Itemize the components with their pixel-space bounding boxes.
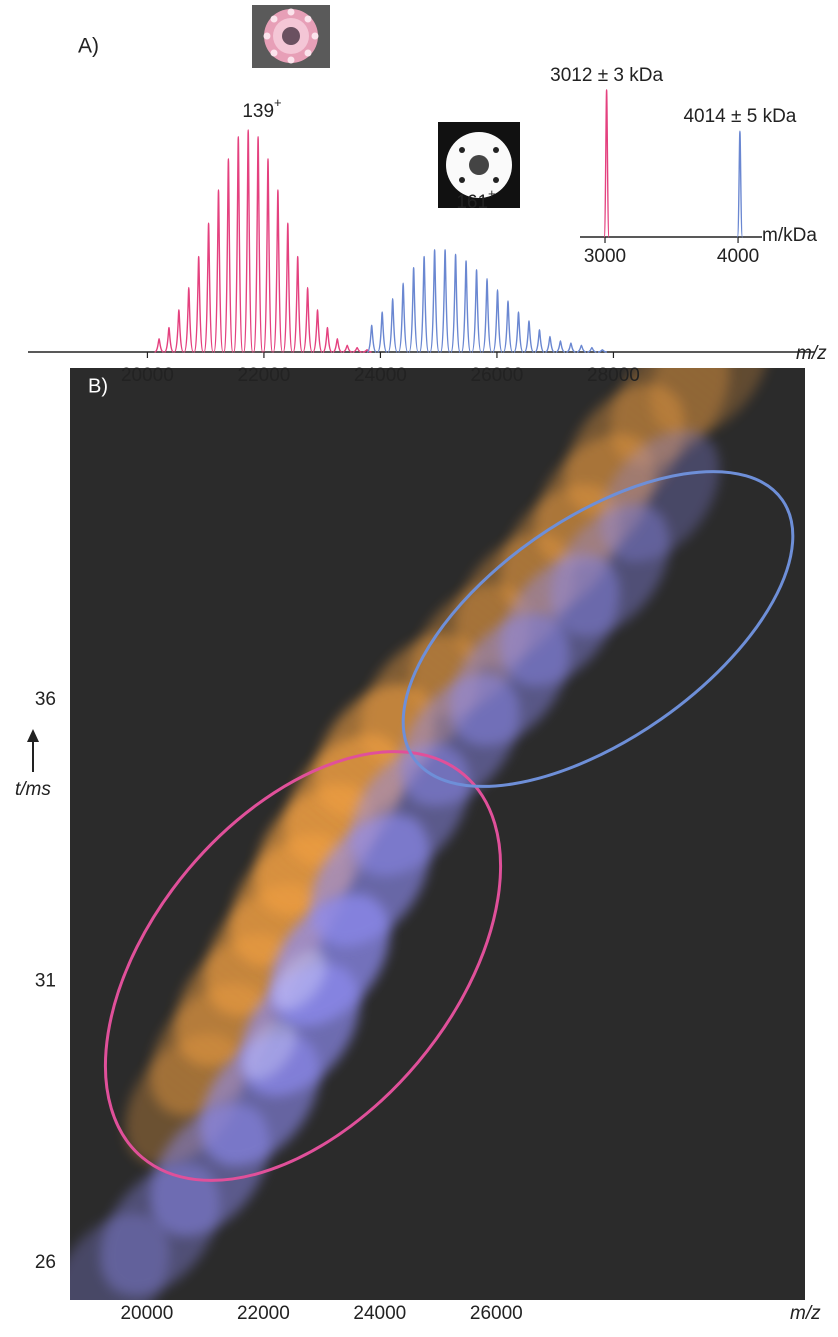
- y-tick-label: 26: [35, 1252, 56, 1273]
- peak: [154, 337, 164, 353]
- x-axis-label: m/z: [796, 343, 827, 364]
- peak: [262, 158, 274, 353]
- peak: [545, 335, 555, 353]
- peak: [342, 344, 352, 353]
- x-tick-label: 26000: [471, 365, 524, 386]
- peak: [429, 249, 440, 353]
- charge-annotation: 161+: [456, 186, 495, 213]
- peak: [203, 222, 214, 353]
- intensity-cell: [650, 368, 770, 437]
- axis-arrow: [27, 729, 39, 772]
- peak: [523, 320, 535, 353]
- capsid-icon: [438, 122, 520, 208]
- peak-label: 4014 ± 5 kDa: [683, 106, 796, 127]
- charge-sign: +: [488, 186, 496, 201]
- peak: [513, 311, 524, 353]
- peak: [183, 286, 194, 353]
- peak: [352, 346, 362, 353]
- peak: [576, 344, 587, 353]
- peak: [322, 326, 333, 353]
- peak: [332, 337, 343, 353]
- charge-annotation: 139+: [242, 95, 281, 122]
- peak: [408, 266, 419, 353]
- x-tick-label: 4000: [717, 246, 759, 267]
- x-tick-label: 3000: [584, 246, 626, 267]
- x-tick-label: 26000: [470, 1303, 523, 1324]
- peak: [243, 129, 254, 353]
- intensity-core: [243, 1019, 297, 1081]
- x-tick-label: 22000: [237, 1303, 290, 1324]
- intensity-core: [273, 949, 327, 1011]
- peak: [362, 349, 372, 353]
- peak: [213, 189, 224, 353]
- peak: [292, 255, 303, 353]
- y-tick-label: 31: [35, 970, 56, 991]
- peak: [603, 89, 610, 238]
- intensity-cell: [600, 429, 720, 562]
- peak: [252, 135, 264, 353]
- peak: [173, 309, 185, 353]
- capsid-icon: [252, 5, 330, 68]
- peak: [736, 130, 744, 238]
- panel-label: B): [88, 375, 108, 397]
- x-tick-label: 20000: [120, 1303, 173, 1324]
- panel-label: A): [78, 35, 99, 58]
- peak: [312, 309, 323, 353]
- peak: [471, 269, 482, 353]
- group-ellipse: [103, 750, 503, 1182]
- peak: [492, 289, 503, 353]
- peak: [193, 255, 204, 353]
- peak: [376, 311, 388, 353]
- charge-sign: +: [274, 95, 282, 110]
- peak: [460, 260, 472, 353]
- peak: [302, 286, 313, 353]
- peak: [418, 255, 430, 353]
- peak: [481, 278, 493, 353]
- peak: [502, 300, 514, 353]
- y-axis-label: t/ms: [15, 779, 51, 800]
- group-ellipse: [401, 470, 795, 788]
- x-tick-label: 20000: [121, 365, 174, 386]
- heatmap-layer: [70, 368, 770, 1300]
- peak: [397, 282, 409, 353]
- x-tick-label: 28000: [587, 365, 640, 386]
- peak: [555, 340, 566, 353]
- peak: [223, 158, 234, 353]
- x-tick-label: 22000: [238, 365, 291, 386]
- peak: [587, 346, 597, 353]
- charge-number: 161: [456, 192, 488, 213]
- peak: [450, 253, 461, 353]
- y-tick-label: 36: [35, 689, 56, 710]
- peak: [366, 324, 377, 353]
- x-tick-label: 24000: [353, 1303, 406, 1324]
- x-axis-label: m/kDa: [762, 225, 817, 246]
- peak: [439, 249, 451, 353]
- peak-label: 3012 ± 3 kDa: [550, 65, 663, 86]
- peak: [534, 329, 545, 353]
- peak: [566, 342, 576, 353]
- peak: [387, 298, 398, 353]
- peak: [282, 222, 293, 353]
- x-axis-label: m/z: [790, 1303, 821, 1324]
- peak: [163, 326, 175, 353]
- peak: [597, 349, 607, 353]
- charge-number: 139: [242, 101, 274, 122]
- peak: [272, 189, 284, 353]
- x-tick-label: 24000: [354, 365, 407, 386]
- peak: [233, 135, 244, 353]
